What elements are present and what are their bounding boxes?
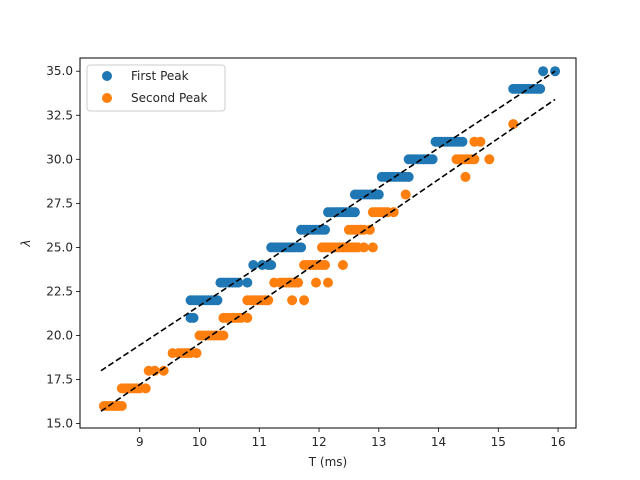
legend-marker xyxy=(102,71,112,81)
data-point xyxy=(457,136,468,147)
plot-marks xyxy=(98,66,561,412)
data-point xyxy=(367,242,378,253)
data-point xyxy=(469,154,480,165)
data-point xyxy=(188,312,199,323)
data-point xyxy=(311,277,322,288)
x-tick-label: 14 xyxy=(431,435,446,449)
data-point xyxy=(364,224,375,235)
x-axis: 9 10 11 12 13 14 15 16 xyxy=(136,428,566,449)
y-tick-label: 22.5 xyxy=(46,284,73,298)
data-point xyxy=(293,277,304,288)
x-tick-label: 10 xyxy=(192,435,207,449)
legend: First Peak Second Peak xyxy=(86,64,226,112)
y-tick-label: 32.5 xyxy=(46,108,73,122)
data-point xyxy=(248,260,259,271)
data-point xyxy=(427,154,438,165)
trend-line xyxy=(100,98,556,412)
data-point xyxy=(460,171,471,182)
legend-box xyxy=(86,64,226,112)
legend-label: First Peak xyxy=(131,69,189,83)
x-tick-label: 12 xyxy=(311,435,326,449)
data-point xyxy=(475,136,486,147)
series-second-peak xyxy=(98,119,519,411)
data-point xyxy=(140,383,151,394)
series-first-peak xyxy=(185,66,561,323)
data-point xyxy=(400,189,411,200)
data-point xyxy=(242,312,253,323)
y-tick-label: 20.0 xyxy=(46,329,73,343)
y-tick-label: 25.0 xyxy=(46,240,73,254)
x-tick-label: 13 xyxy=(371,435,386,449)
x-tick-label: 16 xyxy=(550,435,565,449)
data-point xyxy=(538,66,549,77)
y-axis-label: λ xyxy=(19,239,33,247)
data-point xyxy=(323,277,333,288)
data-point xyxy=(484,154,495,165)
y-tick-label: 30.0 xyxy=(46,152,73,166)
x-axis-label: T (ms) xyxy=(308,455,347,469)
x-tick-label: 15 xyxy=(491,435,506,449)
legend-marker xyxy=(102,93,112,103)
data-point xyxy=(233,277,244,288)
y-tick-label: 35.0 xyxy=(46,64,73,78)
trend-line xyxy=(100,70,556,372)
data-point xyxy=(403,171,414,182)
x-tick-label: 11 xyxy=(252,435,267,449)
plot-frame xyxy=(79,57,577,429)
data-point xyxy=(191,348,202,359)
data-point xyxy=(287,295,298,306)
x-tick-label: 9 xyxy=(136,435,144,449)
y-tick-label: 17.5 xyxy=(46,373,73,387)
data-point xyxy=(296,242,307,253)
y-axis: 15.0 17.5 20.0 22.5 25.0 27.5 30.0 32.5 35.0 xyxy=(46,64,80,431)
data-point xyxy=(337,260,348,271)
data-point xyxy=(358,242,369,253)
data-point xyxy=(388,207,399,218)
data-point xyxy=(299,295,310,306)
data-point xyxy=(212,295,223,306)
data-point xyxy=(320,224,331,235)
data-point xyxy=(508,119,519,130)
y-tick-label: 15.0 xyxy=(46,417,73,431)
legend-label: Second Peak xyxy=(131,91,208,105)
data-point xyxy=(373,189,384,200)
data-point xyxy=(349,207,360,218)
data-point xyxy=(242,277,253,288)
data-point xyxy=(266,260,277,271)
data-point xyxy=(218,330,229,341)
data-point xyxy=(158,365,169,376)
data-point xyxy=(116,400,127,411)
y-tick-label: 27.5 xyxy=(46,196,73,210)
data-point xyxy=(320,260,331,271)
data-point xyxy=(535,83,546,94)
